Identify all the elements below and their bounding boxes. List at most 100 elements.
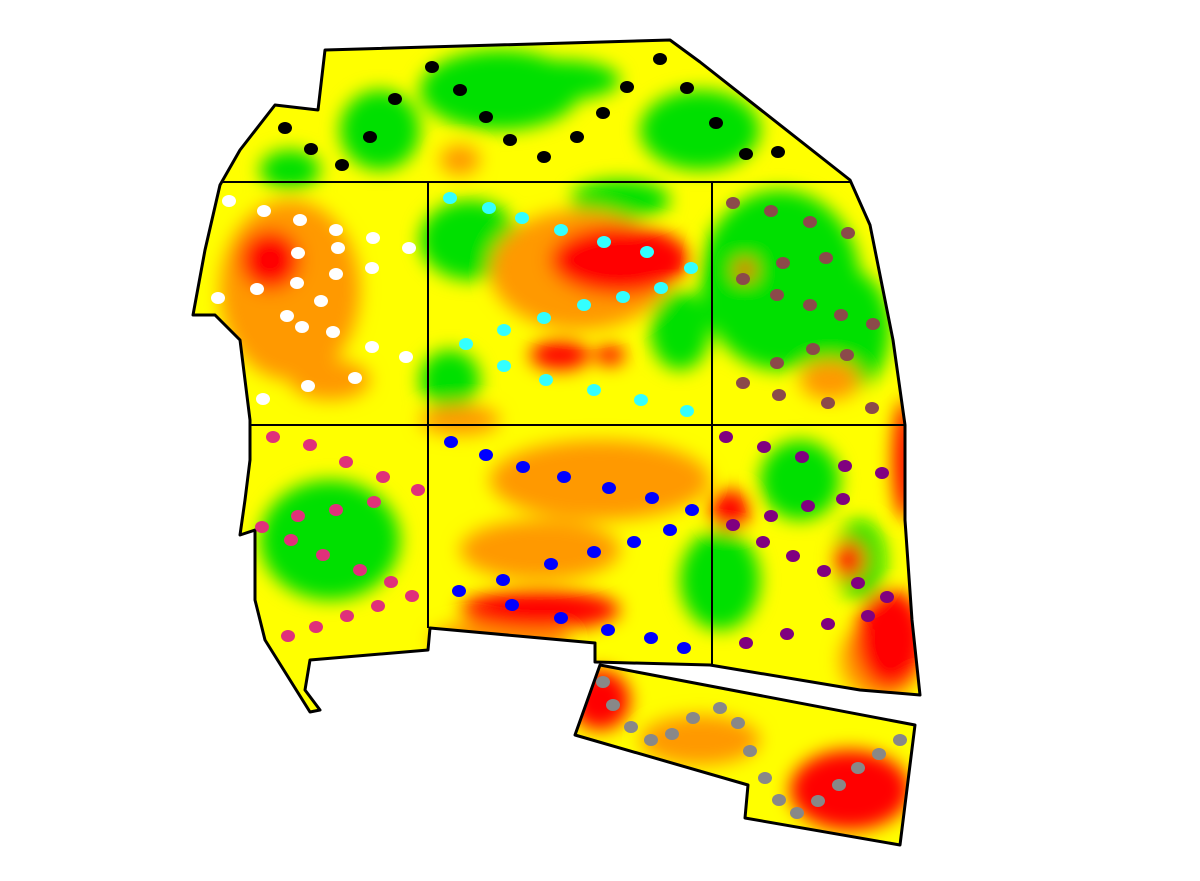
sample-point bbox=[851, 762, 865, 774]
sample-point bbox=[365, 341, 379, 353]
sample-point bbox=[399, 351, 413, 363]
sample-point bbox=[577, 299, 591, 311]
sample-point bbox=[645, 492, 659, 504]
sample-point bbox=[893, 734, 907, 746]
sample-point bbox=[587, 546, 601, 558]
surface-zones bbox=[220, 50, 920, 830]
sample-point bbox=[866, 318, 880, 330]
sample-point bbox=[758, 772, 772, 784]
sample-point bbox=[515, 212, 529, 224]
zone-patch bbox=[460, 520, 620, 580]
sample-point bbox=[684, 262, 698, 274]
sample-point bbox=[443, 192, 457, 204]
sample-point bbox=[756, 536, 770, 548]
zone-patch bbox=[420, 350, 480, 410]
sample-point bbox=[780, 628, 794, 640]
sample-point bbox=[838, 460, 852, 472]
sample-point bbox=[743, 745, 757, 757]
sample-point bbox=[757, 441, 771, 453]
sample-point bbox=[539, 374, 553, 386]
sample-point bbox=[726, 519, 740, 531]
sample-point bbox=[250, 283, 264, 295]
sample-point bbox=[331, 242, 345, 254]
sample-point bbox=[425, 61, 439, 73]
sample-point bbox=[266, 431, 280, 443]
zone-patch bbox=[595, 345, 625, 365]
sample-point bbox=[596, 107, 610, 119]
sample-point bbox=[554, 224, 568, 236]
sample-point bbox=[640, 246, 654, 258]
sample-point bbox=[303, 439, 317, 451]
sample-point bbox=[770, 289, 784, 301]
sample-point bbox=[326, 326, 340, 338]
zone-patch bbox=[500, 60, 620, 100]
sample-point bbox=[596, 676, 610, 688]
sample-point bbox=[634, 394, 648, 406]
zone-patch bbox=[760, 440, 840, 520]
sample-point bbox=[861, 610, 875, 622]
sample-point bbox=[281, 630, 295, 642]
sample-point bbox=[329, 268, 343, 280]
sample-point bbox=[680, 82, 694, 94]
sample-point bbox=[680, 405, 694, 417]
sample-point bbox=[719, 431, 733, 443]
sample-point bbox=[739, 148, 753, 160]
sample-point bbox=[663, 524, 677, 536]
sample-point bbox=[479, 111, 493, 123]
sample-point bbox=[817, 565, 831, 577]
sample-point bbox=[616, 291, 630, 303]
zone-patch bbox=[680, 530, 760, 630]
sample-point bbox=[851, 577, 865, 589]
sample-point bbox=[503, 134, 517, 146]
sample-point bbox=[452, 585, 466, 597]
sample-point bbox=[256, 393, 270, 405]
sample-point bbox=[770, 357, 784, 369]
sample-point bbox=[736, 377, 750, 389]
sample-point bbox=[348, 372, 362, 384]
sample-point bbox=[597, 236, 611, 248]
sample-point bbox=[764, 510, 778, 522]
sample-point bbox=[801, 500, 815, 512]
sample-point bbox=[314, 295, 328, 307]
sample-point bbox=[402, 242, 416, 254]
sample-point bbox=[709, 117, 723, 129]
sample-point bbox=[795, 451, 809, 463]
zone-patch bbox=[570, 180, 670, 220]
sample-point bbox=[353, 564, 367, 576]
sample-point bbox=[811, 795, 825, 807]
sample-point bbox=[686, 712, 700, 724]
sample-point bbox=[570, 131, 584, 143]
sample-point bbox=[376, 471, 390, 483]
sample-point bbox=[803, 216, 817, 228]
sample-point bbox=[806, 343, 820, 355]
zone-grid bbox=[222, 181, 905, 665]
sample-point bbox=[772, 794, 786, 806]
sample-point bbox=[293, 214, 307, 226]
sample-point bbox=[654, 282, 668, 294]
sample-point bbox=[644, 632, 658, 644]
sample-point bbox=[644, 734, 658, 746]
zone-patch bbox=[340, 90, 420, 170]
sample-point bbox=[836, 493, 850, 505]
zone-patch bbox=[490, 440, 710, 520]
zone-patch bbox=[650, 290, 710, 370]
sample-point bbox=[840, 349, 854, 361]
sample-point bbox=[739, 637, 753, 649]
sample-point bbox=[602, 482, 616, 494]
sample-point bbox=[482, 202, 496, 214]
sample-point bbox=[309, 621, 323, 633]
sample-point bbox=[819, 252, 833, 264]
zone-patch bbox=[710, 490, 750, 530]
sample-point bbox=[329, 504, 343, 516]
zone-patch bbox=[530, 340, 590, 370]
sample-point bbox=[365, 262, 379, 274]
sample-point bbox=[731, 717, 745, 729]
sample-point bbox=[388, 93, 402, 105]
sample-point bbox=[280, 310, 294, 322]
sample-point bbox=[453, 84, 467, 96]
sample-point bbox=[505, 599, 519, 611]
sample-point bbox=[516, 461, 530, 473]
sample-point bbox=[764, 205, 778, 217]
zone-patch bbox=[640, 715, 760, 765]
